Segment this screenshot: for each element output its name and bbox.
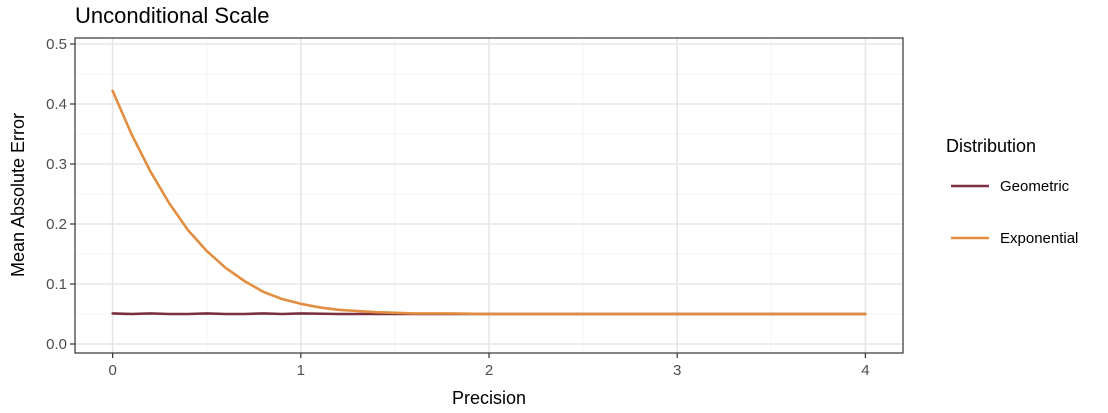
y-axis: 0.0 0.1 0.2 0.3 0.4 0.5 (46, 36, 75, 353)
y-tick-label: 0.2 (46, 216, 67, 233)
grid-major (75, 38, 903, 353)
x-tick-label: 2 (485, 362, 493, 379)
y-axis-title: Mean Absolute Error (8, 113, 28, 277)
x-tick-label: 4 (861, 362, 869, 379)
y-tick-label: 0.0 (46, 336, 67, 353)
y-tick-label: 0.5 (46, 36, 67, 53)
y-tick-label: 0.3 (46, 156, 67, 173)
x-tick-label: 3 (673, 362, 681, 379)
x-tick-label: 0 (108, 362, 116, 379)
legend-title: Distribution (946, 136, 1036, 156)
series-line-exponential (111, 89, 867, 316)
x-axis: 0 1 2 3 4 (108, 353, 870, 379)
chart-title: Unconditional Scale (75, 3, 269, 28)
legend-label-geometric: Geometric (1000, 178, 1070, 195)
y-tick-label: 0.4 (46, 96, 67, 113)
y-tick-label: 0.1 (46, 276, 67, 293)
x-tick-label: 1 (297, 362, 305, 379)
legend-items: Geometric Exponential (951, 178, 1078, 247)
series-lines (111, 89, 867, 316)
legend: Distribution Geometric Exponential (946, 136, 1078, 247)
legend-label-exponential: Exponential (1000, 230, 1078, 247)
x-axis-title: Precision (452, 388, 526, 408)
